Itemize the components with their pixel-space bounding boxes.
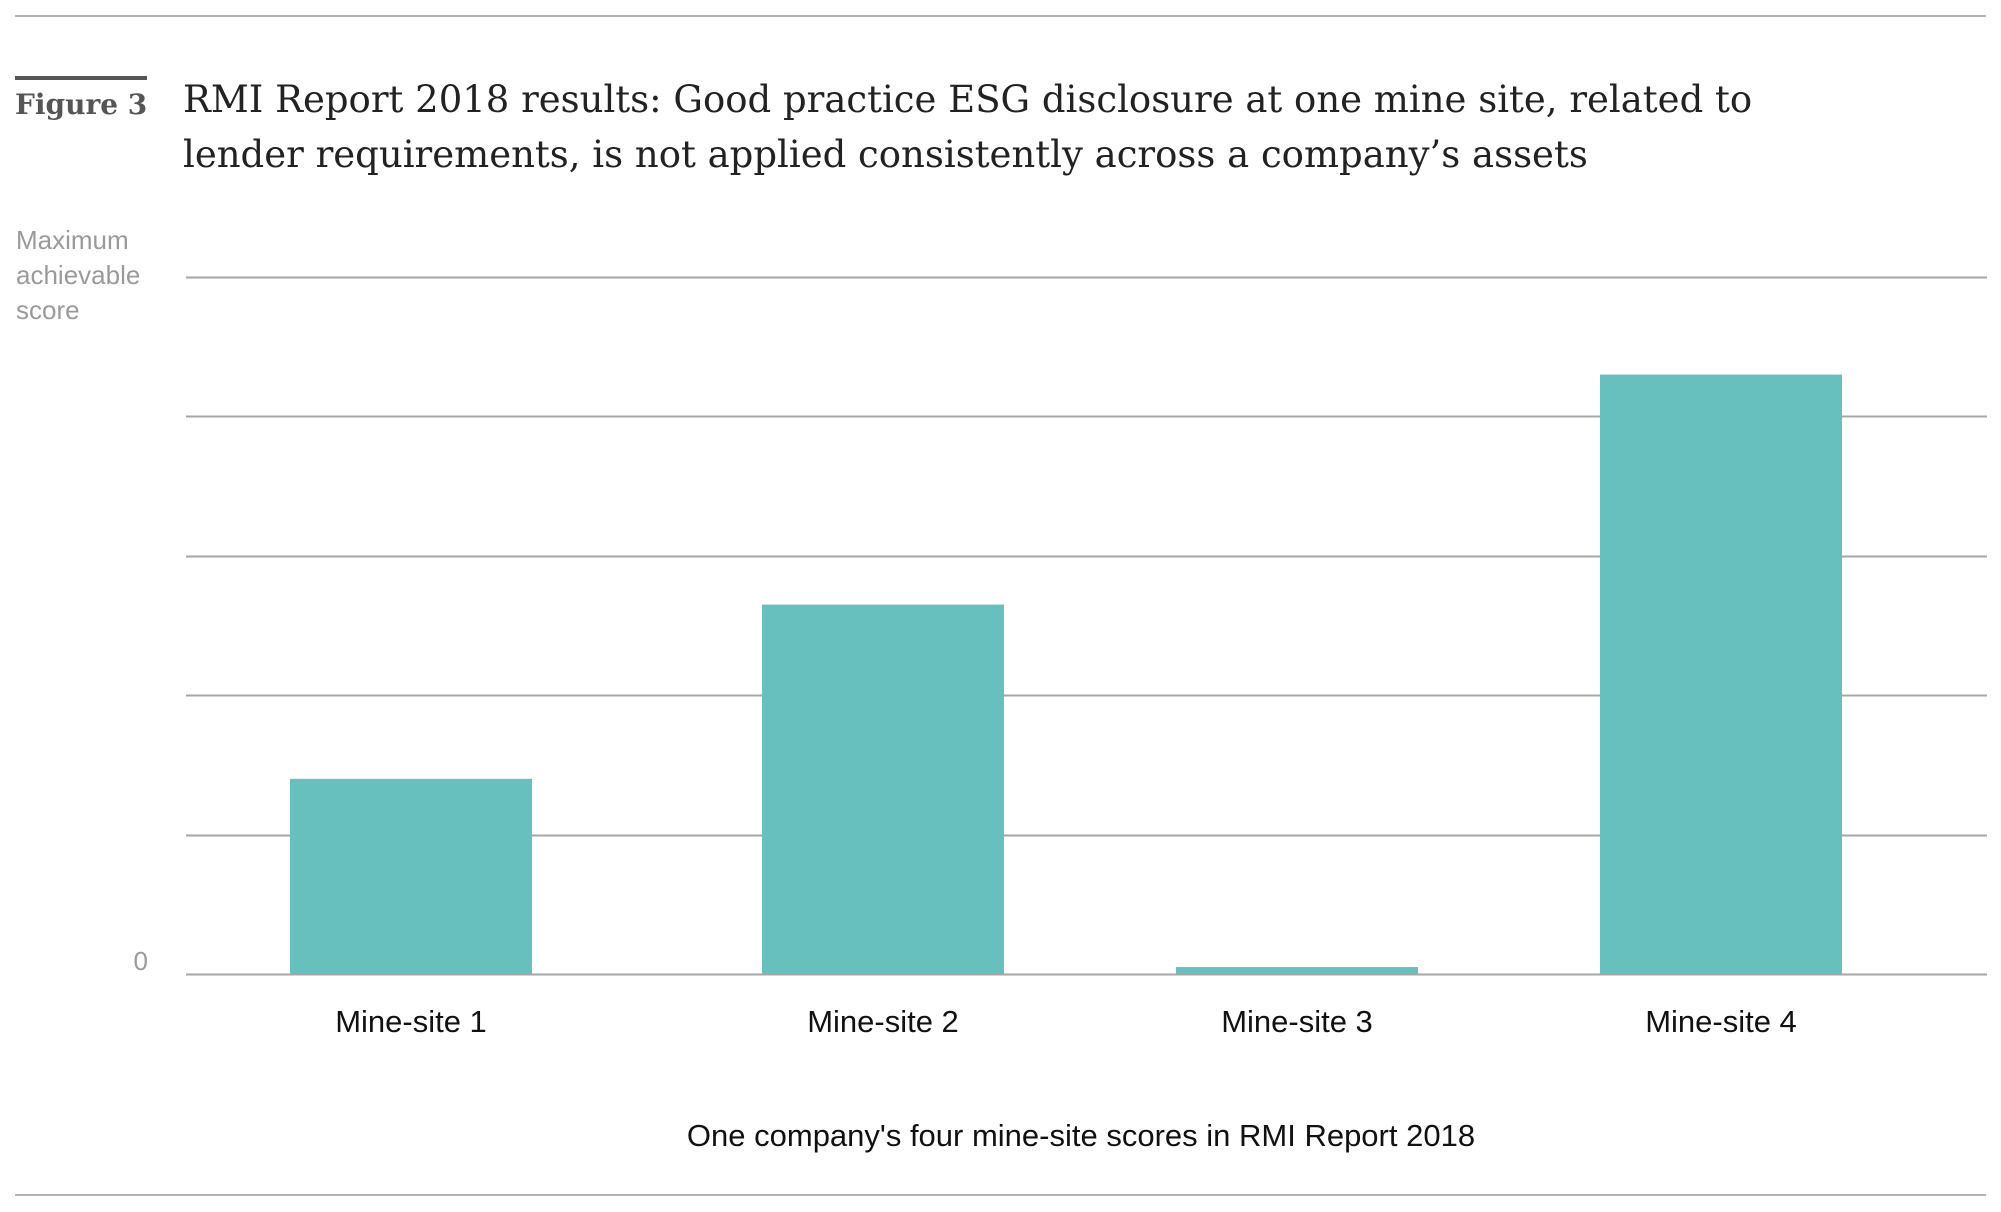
figure-title: RMI Report 2018 results: Good practice E… <box>183 78 1753 176</box>
x-axis-label: One company's four mine-site scores in R… <box>687 1118 1475 1153</box>
top-rule <box>15 15 1986 17</box>
figure-label: Figure 3 <box>15 76 148 122</box>
y-tick-labels: 0 Maximum achievable score <box>16 225 148 976</box>
category-label-1: Mine-site 1 <box>335 1004 487 1039</box>
bar-2 <box>762 604 1004 974</box>
bottom-rule <box>15 1194 1986 1196</box>
bar-1 <box>290 778 532 974</box>
category-label-3: Mine-site 3 <box>1221 1004 1373 1039</box>
y-tick-label-line: score <box>16 295 80 325</box>
y-tick-label-0: 0 <box>134 946 148 976</box>
y-tick-label-1: Maximum achievable score <box>16 225 140 325</box>
bar-4 <box>1600 374 1842 975</box>
bar-3 <box>1176 967 1418 974</box>
category-labels: Mine-site 1 Mine-site 2 Mine-site 3 Mine-si… <box>335 1004 1797 1039</box>
y-tick-label-line: Maximum <box>16 225 129 255</box>
y-tick-label-line: achievable <box>16 260 140 290</box>
category-label-2: Mine-site 2 <box>807 1004 959 1039</box>
bars <box>290 374 1842 975</box>
category-label-4: Mine-site 4 <box>1645 1004 1797 1039</box>
